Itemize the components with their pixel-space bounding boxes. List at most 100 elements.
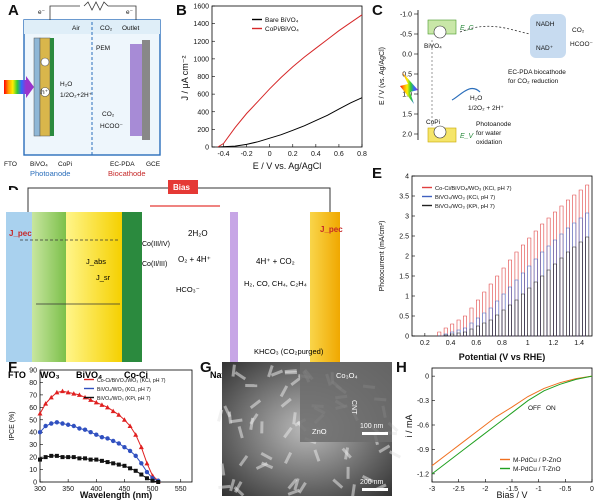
sem-rod: [270, 369, 284, 377]
series-2-line: [217, 14, 363, 148]
g-cnt-label: CNT: [350, 400, 357, 415]
h-on-label: ON: [546, 405, 556, 412]
photoanode-label: Photoanode: [30, 169, 70, 178]
legend-entry: BiVO₄/WO₃ (KPi, pH 7): [97, 396, 151, 402]
data-point: [150, 478, 155, 483]
data-point: [138, 444, 144, 450]
data-point: [105, 460, 110, 465]
x-tick-label: -0.4: [218, 151, 230, 158]
y-tick-label: 10: [29, 467, 37, 474]
data-point: [37, 430, 43, 435]
c-ylabel: E / V (vs. Ag/AgCl): [379, 47, 386, 105]
c-nad-label: NAD⁺: [536, 45, 554, 52]
c-photoanode-label2: for water: [476, 130, 502, 137]
c-nadh-label: NADH: [536, 21, 555, 28]
sem-rod: [260, 421, 264, 434]
x-tick-label: 0.6: [471, 340, 481, 347]
co2-label-a2: CO₂: [102, 111, 115, 118]
data-point: [37, 411, 43, 416]
h-off-label: OFF: [528, 405, 541, 412]
g-scale1: 100 nm: [360, 423, 384, 430]
c-electron-path: [459, 25, 531, 35]
sem-rod: [237, 426, 244, 439]
biocathode-label: Biocathode: [108, 169, 146, 178]
sem-rod: [218, 484, 231, 489]
c-electron-dot: [433, 25, 447, 39]
x-tick-label: 0: [268, 151, 272, 158]
data-point: [60, 388, 66, 394]
outlet-label: Outlet: [122, 25, 140, 32]
g-co3o4-label: Co₃O₄: [336, 371, 358, 380]
plot-e-area: 0.2 0.4 0.6 0.8 1 1.2 1.4 0 0.5 1 1.5 2 2.5 3 3.5 4 Co-C…: [399, 174, 590, 347]
c-biocathode-label2: for CO₂ reduction: [508, 78, 559, 85]
d-coci: [122, 212, 142, 362]
sem-rod: [332, 478, 344, 489]
electron-label-a2: e⁻: [126, 9, 134, 16]
legend-entry: M-PdCu / T-ZnO: [513, 466, 561, 473]
x-tick-label: 0.6: [334, 151, 344, 158]
copi-layer: [50, 38, 54, 136]
ec-label: E_C: [460, 25, 475, 32]
y-tick-label: 30: [29, 442, 37, 449]
y-tick-label: 400: [197, 109, 209, 116]
panel-h: H -3 -2.5 -2 -1.5 -1 -0.5 0 0 -0.3 -0.6 -0.9 -1.2 M-…: [396, 359, 594, 500]
y-tick-label: 200: [197, 127, 209, 134]
y-tick-label: 1400: [193, 21, 209, 28]
panel-b-label: B: [176, 2, 187, 19]
sem-rod: [361, 474, 374, 483]
h2o-label-a: H₂O: [60, 81, 72, 88]
hole-dot: [40, 87, 50, 97]
data-point: [48, 394, 54, 400]
data-point: [105, 436, 110, 441]
sem-rod: [313, 449, 321, 462]
d-co34: Co(III/IV): [142, 241, 170, 248]
g-scale2: 200 nm: [360, 479, 384, 486]
data-point: [133, 468, 138, 473]
d-h2o: 2H₂O: [188, 229, 208, 238]
sem-rod: [233, 481, 243, 493]
x-tick-label: -0.2: [241, 151, 253, 158]
y-tick-label: 3.5: [399, 194, 409, 201]
panel-e: E 0.2 0.4 0.6 0.8 1 1.2 1.4 0 0.5 1 1.5 2 2.5 3 3.5 4 Co…: [372, 165, 593, 362]
c-o2-label: 1/2O₂ + 2H⁺: [468, 105, 504, 112]
bivo4-layer: [39, 37, 51, 137]
y-tick-label: 1600: [193, 4, 209, 11]
gce-electrode: [142, 40, 150, 140]
data-point: [49, 453, 54, 458]
x-tick-label: -2.5: [453, 486, 465, 493]
x-tick-label: -0.5: [559, 486, 571, 493]
data-point: [71, 455, 76, 460]
c-bivo4-label: BiVO₄: [424, 43, 442, 50]
d-jsr: J_sr: [96, 273, 111, 282]
y-tick-label: 40: [29, 430, 37, 437]
data-point: [65, 389, 71, 395]
y-tick-label: 2.5: [399, 234, 409, 241]
c-photoanode-label: Photoanode: [476, 121, 511, 128]
d-layer-label: BiVO₄: [76, 370, 102, 380]
panel-g-label: G: [200, 359, 212, 376]
c-hole-dot: [433, 125, 447, 139]
legend-entry: BiVO₄/WO₃ (KCi, pH 7): [97, 387, 151, 393]
panel-e-label: E: [372, 165, 382, 182]
sem-rod: [388, 450, 402, 459]
plot-f-frame: [39, 369, 193, 483]
data-point: [99, 435, 105, 440]
data-point: [66, 455, 71, 460]
panel-d: D Bias J_pec J_pec J_abs J_sr Co(III/IV)…: [6, 180, 362, 390]
data-point: [121, 417, 127, 422]
data-point: [133, 432, 139, 437]
plot-f-area: 300 350 400 450 500 550 0 10 20 30 40 50 60 70 80 90 Co-…: [29, 368, 186, 494]
panel-a: A e⁻ e⁻ Air CO₂ Outlet h⁺ H₂O 1/2O₂+2H⁺ …: [4, 1, 161, 178]
c-biocatalyst: [530, 14, 566, 58]
c-water-arrow: [451, 87, 481, 101]
y-tick-label: 4: [405, 174, 409, 181]
y-tick-label: 0: [205, 145, 209, 152]
air-label: Air: [72, 25, 81, 32]
sem-rod: [284, 451, 293, 464]
plot-e-ylabel: Photocurrent (mA/cm²): [379, 221, 386, 292]
data-point: [83, 456, 88, 461]
panel-c-label: C: [372, 2, 383, 19]
y-tick-label: 0.5: [399, 314, 409, 321]
data-point: [38, 457, 42, 462]
data-point: [127, 448, 133, 454]
